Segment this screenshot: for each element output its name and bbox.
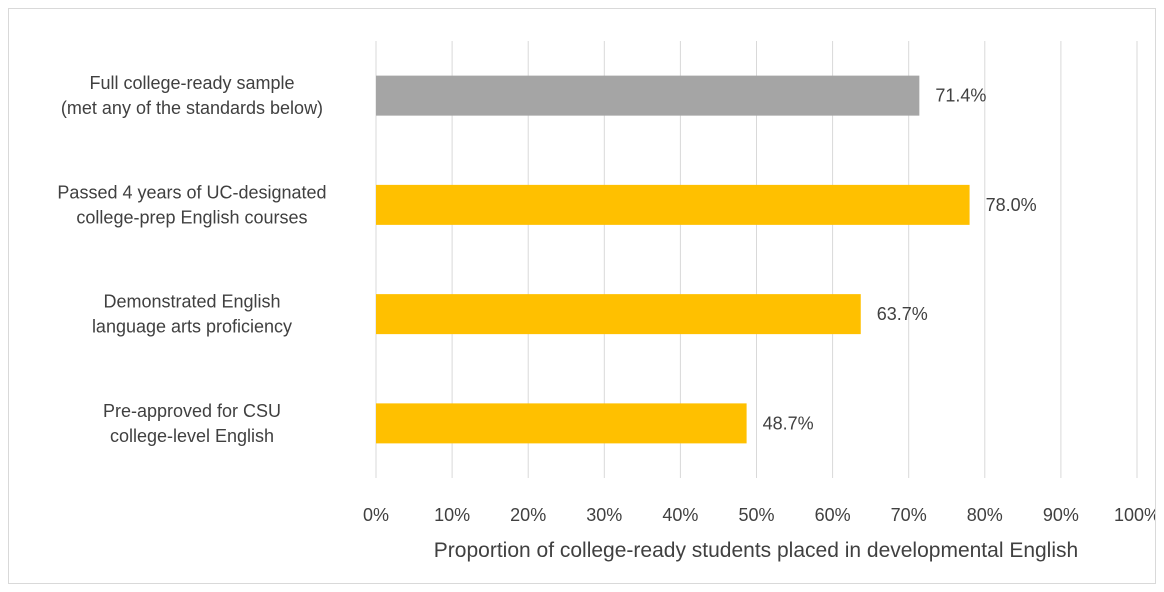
category-label-line: Full college-ready sample [89,73,294,93]
x-tick-label: 40% [662,505,698,525]
category-label-line: language arts proficiency [92,317,292,337]
data-labels: 71.4% 78.0% 63.7% 48.7% [763,86,1037,434]
data-label: 63.7% [877,304,928,324]
bar [376,75,920,116]
bar [376,403,747,444]
category-label-line: college-prep English courses [76,207,307,227]
category-label-line: Pre-approved for CSU [103,401,281,421]
bar-chart: 71.4% 78.0% 63.7% 48.7% Full college-ready … [57,41,1160,562]
x-tick-label: 30% [586,505,622,525]
x-tick-label: 70% [891,505,927,525]
x-tick-label: 0% [363,505,389,525]
chart-frame: 71.4% 78.0% 63.7% 48.7% Full college-ready … [8,8,1160,584]
data-label: 71.4% [935,86,986,106]
category-label: Demonstrated English language arts profic… [92,292,292,337]
x-tick-label: 60% [815,505,851,525]
category-label-line: college-level English [110,426,274,446]
data-label: 48.7% [763,413,814,433]
category-label-line: Passed 4 years of UC-designated [57,182,326,202]
bars [376,75,970,444]
x-tick-label: 100% [1114,505,1155,525]
category-label-line: Demonstrated English [103,292,280,312]
category-label: Full college-ready sample (met any of the… [61,73,323,118]
data-label: 78.0% [986,195,1037,215]
bar [376,294,861,335]
category-label: Pre-approved for CSU college-level Englis… [103,401,281,446]
x-tick-label: 90% [1043,505,1079,525]
x-tick-label: 80% [967,505,1003,525]
x-axis-title: Proportion of college-ready students pla… [434,539,1078,562]
x-tick-label: 10% [434,505,470,525]
x-tick-label: 50% [738,505,774,525]
category-label: Passed 4 years of UC-designated college-p… [57,182,326,227]
x-tick-label: 20% [510,505,546,525]
category-labels: Full college-ready sample (met any of the… [57,73,326,446]
category-label-line: (met any of the standards below) [61,98,323,118]
bar [376,184,970,225]
x-tick-labels: 0% 10% 20% 30% 40% 50% 60% 70% 80% 90% 100% [363,505,1160,525]
